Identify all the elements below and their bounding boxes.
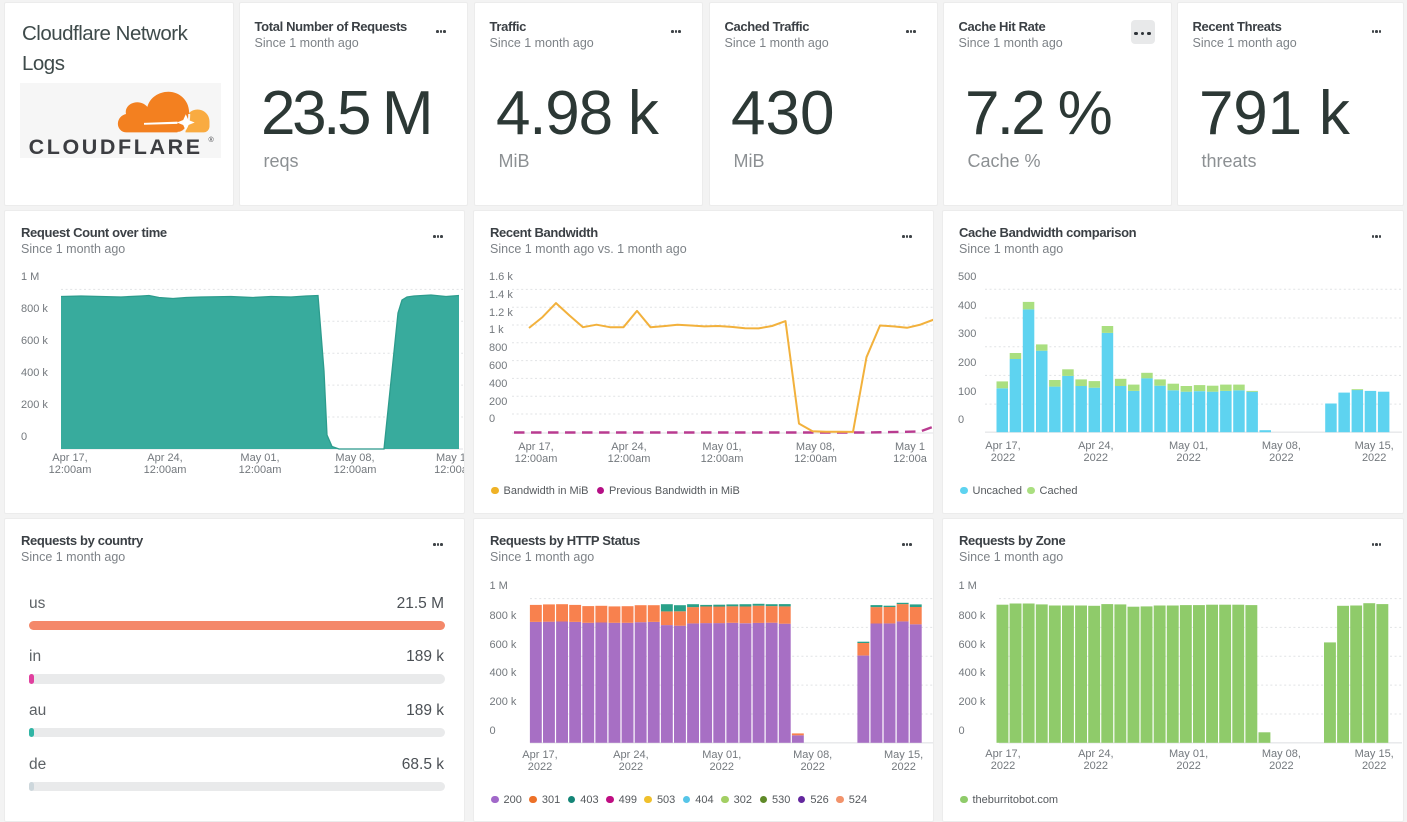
svg-text:®: ® bbox=[209, 136, 215, 144]
svg-text:CLOUDFLARE: CLOUDFLARE bbox=[29, 135, 203, 158]
